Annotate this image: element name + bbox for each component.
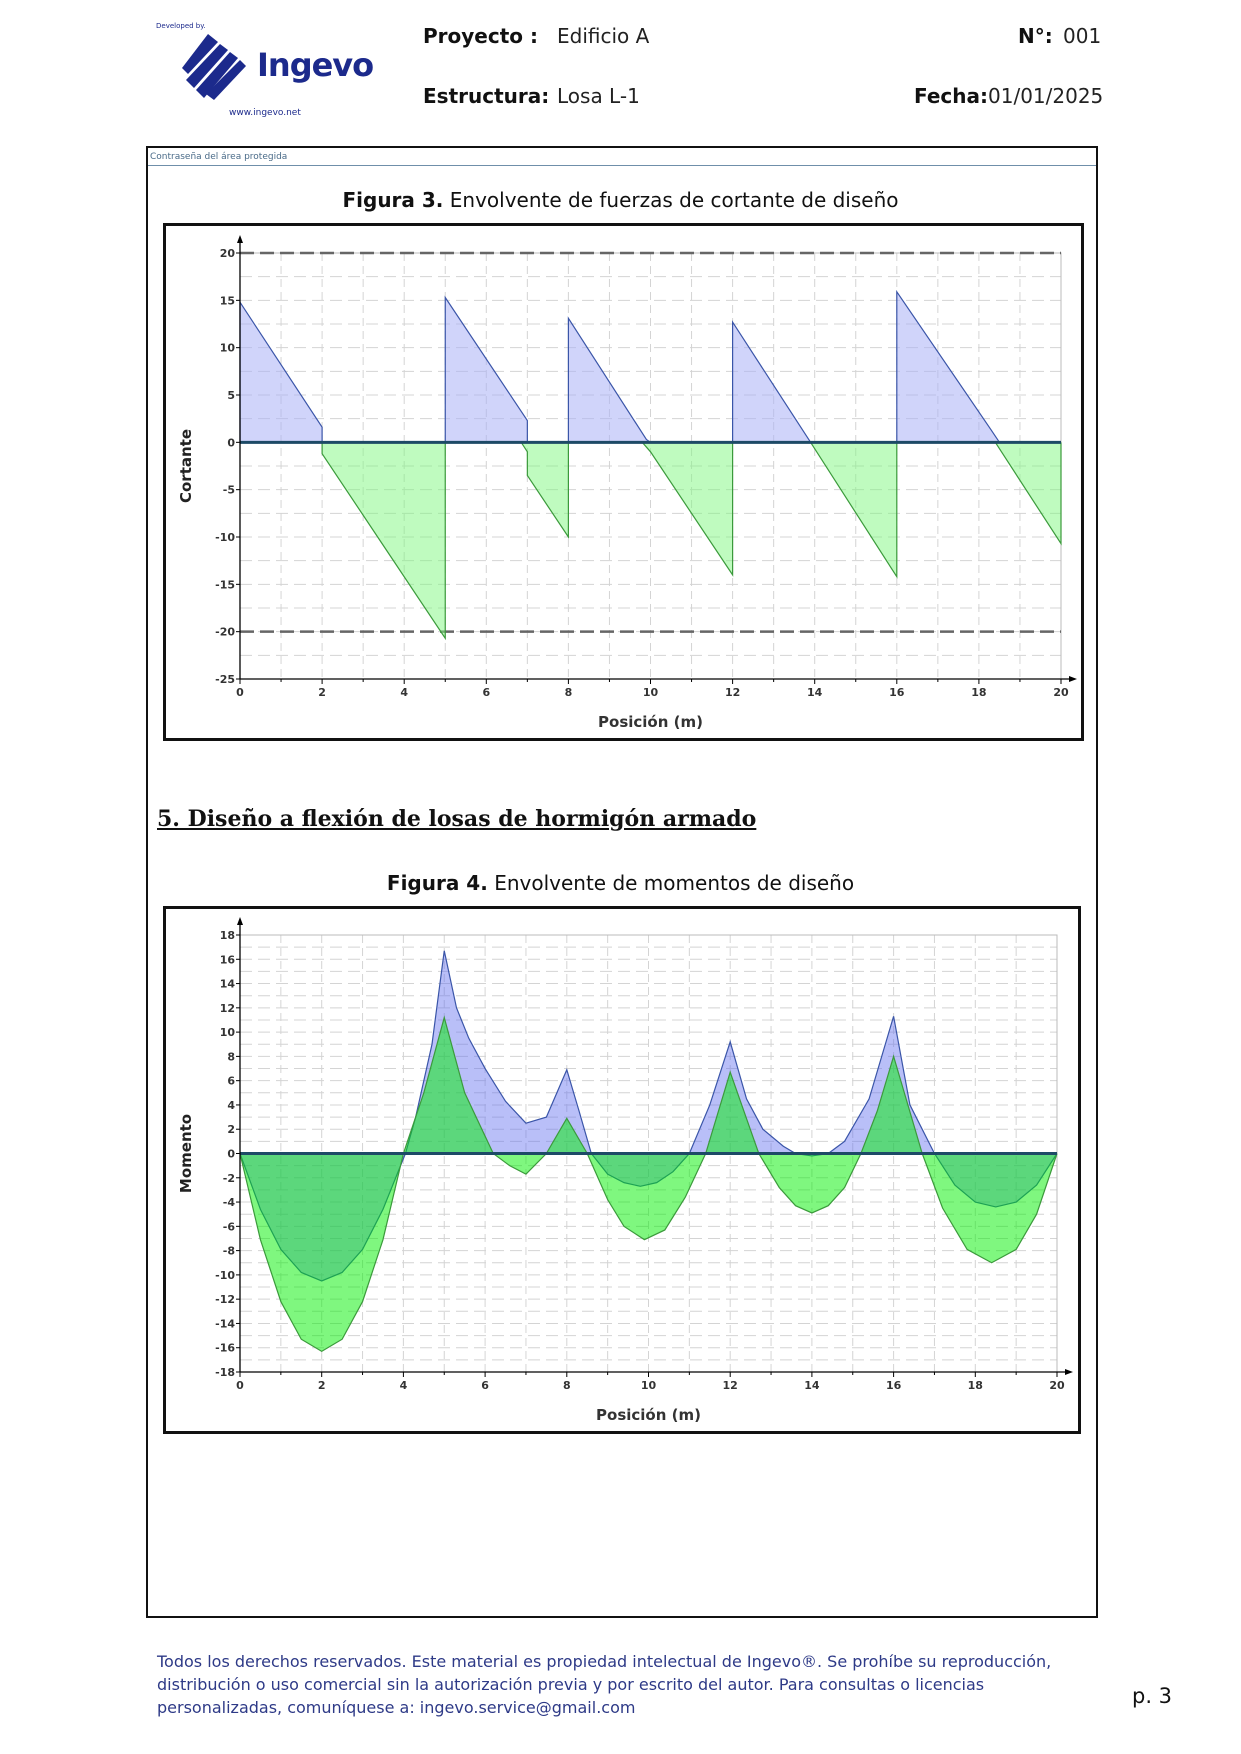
y-tick-label: 4 <box>227 1099 235 1112</box>
x-tick-label: 4 <box>400 1379 408 1392</box>
moment-chart: 0 2 4 6 8 10 12 14 16 18 20181614121086420-2-4-6-8… <box>177 917 1073 1424</box>
x-tick-label: 18 <box>971 686 986 699</box>
figure3-title: Envolvente de fuerzas de cortante de dis… <box>449 188 899 212</box>
y-axis-arrow-icon <box>237 235 243 243</box>
x-tick-label: 18 <box>968 1379 983 1392</box>
y-axis-arrow-icon <box>237 917 243 925</box>
project-label: Proyecto : <box>423 24 538 48</box>
x-tick-label: 20 <box>1049 1379 1065 1392</box>
logo: Developed by. Ingevo www.ingevo.net <box>150 20 374 125</box>
project-value: Edificio A <box>557 24 650 48</box>
y-tick-label: -2 <box>223 1172 235 1185</box>
x-tick-label: 14 <box>804 1379 820 1392</box>
x-tick-label: 20 <box>1053 686 1069 699</box>
y-tick-label: -25 <box>215 673 235 686</box>
x-axis-arrow-icon <box>1065 1369 1073 1375</box>
protected-area-divider <box>148 165 1096 166</box>
y-tick-label: 10 <box>220 1026 236 1039</box>
y-tick-label: -8 <box>223 1245 235 1258</box>
series-area-1 <box>240 1017 1057 1352</box>
figure4-title: Envolvente de momentos de diseño <box>494 871 855 895</box>
moment-chart-box: 0 2 4 6 8 10 12 14 16 18 20 18 16 14 12 10 8 6 4 2 0 -2 -4 -6 -8… <box>163 906 1081 1434</box>
y-tick-label: 18 <box>220 929 235 942</box>
logo-mark-icon <box>182 34 246 100</box>
content-frame: Contraseña del área protegida <box>146 146 1098 1618</box>
x-axis-label: Posición (m) <box>598 713 703 731</box>
footer-notice: Todos los derechos reservados. Este mate… <box>157 1652 1052 1717</box>
y-axis-label: Cortante <box>177 429 195 503</box>
x-tick-label: 10 <box>643 686 659 699</box>
page-number: p. 3 <box>1132 1684 1173 1708</box>
number-value: 001 <box>1063 24 1102 48</box>
y-tick-label: -18 <box>215 1366 235 1379</box>
x-axis-label: Posición (m) <box>596 1406 701 1424</box>
y-tick-label: 0 <box>227 436 235 449</box>
y-tick-label: -10 <box>215 531 235 544</box>
logo-website: www.ingevo.net <box>229 108 301 118</box>
number-label: N°: <box>1018 24 1053 48</box>
y-tick-label: 10 <box>220 342 236 355</box>
date-label: Fecha: <box>914 84 989 108</box>
y-tick-label: 15 <box>220 294 235 307</box>
x-tick-label: 16 <box>889 686 905 699</box>
y-tick-label: -6 <box>223 1220 236 1233</box>
series-line-1 <box>239 1015 1058 1353</box>
figure4-prefix: Figura 4. <box>386 871 488 895</box>
x-tick-label: 4 <box>400 686 408 699</box>
y-tick-label: 2 <box>227 1123 235 1136</box>
x-tick-label: 2 <box>318 686 326 699</box>
logo-brand: Ingevo <box>257 46 374 84</box>
figure3-caption: Figura 3. Envolvente de fuerzas de corta… <box>0 188 1241 212</box>
y-tick-label: -10 <box>215 1269 235 1282</box>
y-tick-label: 0 <box>227 1148 235 1161</box>
x-tick-label: 2 <box>318 1379 326 1392</box>
y-tick-label: 8 <box>227 1050 235 1063</box>
x-tick-label: 14 <box>807 686 823 699</box>
figure3-prefix: Figura 3. <box>342 188 444 212</box>
x-tick-label: 0 <box>236 686 244 699</box>
logo-developed-by: Developed by. <box>156 22 206 30</box>
y-tick-label: -4 <box>223 1196 236 1209</box>
x-tick-label: 12 <box>723 1379 738 1392</box>
date-value: 01/01/2025 <box>988 84 1104 108</box>
y-axis-label: Momento <box>177 1114 195 1193</box>
structure-value: Losa L-1 <box>557 84 640 108</box>
y-tick-label: -12 <box>215 1293 235 1306</box>
y-tick-label: 16 <box>220 953 236 966</box>
x-axis-arrow-icon <box>1069 676 1077 682</box>
y-tick-label: -14 <box>215 1317 235 1330</box>
y-tick-label: -20 <box>215 626 235 639</box>
shear-chart-box: 0 2 4 6 8 10 12 14 16 18 20 20 15 10 5 0 -5 -10 -15 -20 -25 P… <box>163 223 1084 741</box>
structure-label: Estructura: <box>423 84 550 108</box>
y-tick-label: -16 <box>215 1342 235 1355</box>
x-tick-label: 8 <box>563 1379 571 1392</box>
y-tick-label: 20 <box>220 247 236 260</box>
series-area-0 <box>240 291 1061 443</box>
x-tick-label: 6 <box>481 1379 489 1392</box>
y-tick-label: -15 <box>215 578 235 591</box>
protected-area-label: Contraseña del área protegida <box>150 152 288 162</box>
y-tick-label: 5 <box>227 389 235 402</box>
x-tick-label: 8 <box>565 686 573 699</box>
x-tick-label: 6 <box>482 686 490 699</box>
figure4-caption: Figura 4. Envolvente de momentos de dise… <box>0 871 1241 895</box>
y-tick-label: 14 <box>220 978 236 991</box>
section-heading: 5. Diseño a flexión de losas de hormigón… <box>157 806 757 832</box>
y-tick-label: 12 <box>220 1002 235 1015</box>
x-tick-label: 16 <box>886 1379 902 1392</box>
y-tick-label: -5 <box>223 484 235 497</box>
x-tick-label: 0 <box>236 1379 244 1392</box>
shear-chart: 0 2 4 6 8 10 12 14 16 18 20 20 15 10 5 0 -5 -10 -15 -20 -25 P… <box>177 235 1077 731</box>
x-tick-label: 10 <box>641 1379 657 1392</box>
x-tick-label: 12 <box>725 686 740 699</box>
y-tick-label: 6 <box>227 1075 235 1088</box>
